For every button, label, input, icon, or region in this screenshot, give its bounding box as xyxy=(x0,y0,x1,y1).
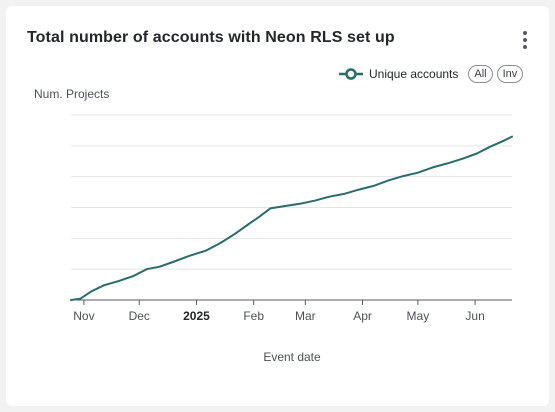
x-tick-label: Dec xyxy=(129,309,150,323)
data-point[interactable] xyxy=(309,195,321,207)
chart-plot: Nov Dec 2025 Feb Mar Apr May Jun Event date xyxy=(70,114,518,364)
data-point[interactable] xyxy=(338,188,350,200)
x-tick-label: Feb xyxy=(243,309,264,323)
x-tick-label: Apr xyxy=(353,309,372,323)
series-line-unique-accounts[interactable] xyxy=(70,135,513,301)
legend-item-unique-accounts[interactable]: Unique accounts xyxy=(339,67,458,81)
data-point[interactable] xyxy=(242,218,254,230)
data-point[interactable] xyxy=(397,170,409,182)
x-tick-label: Nov xyxy=(73,309,94,323)
invert-filter-button[interactable]: Inv xyxy=(496,65,524,83)
data-point[interactable] xyxy=(141,263,153,275)
data-point[interactable] xyxy=(264,202,276,214)
data-point[interactable] xyxy=(85,285,97,297)
all-filter-button[interactable]: All xyxy=(468,65,493,83)
data-point[interactable] xyxy=(168,255,180,267)
data-point[interactable] xyxy=(74,293,86,305)
chart-card: Total number of accounts with Neon RLS s… xyxy=(6,6,549,406)
data-point[interactable] xyxy=(412,167,424,179)
data-point[interactable] xyxy=(229,228,241,240)
chart-title: Total number of accounts with Neon RLS s… xyxy=(27,29,395,46)
data-point[interactable] xyxy=(484,141,496,153)
x-tick-label: 2025 xyxy=(183,309,210,323)
data-point[interactable] xyxy=(456,153,468,165)
data-point[interactable] xyxy=(368,180,380,192)
y-axis-label: Num. Projects xyxy=(34,87,110,101)
x-tick-label: May xyxy=(407,309,430,323)
x-axis-label: Event date xyxy=(263,350,321,364)
x-tick-label: Mar xyxy=(295,309,316,323)
grid-lines xyxy=(71,114,512,270)
data-point[interactable] xyxy=(253,211,265,223)
data-point[interactable] xyxy=(214,237,226,249)
data-point[interactable] xyxy=(441,157,453,169)
x-axis xyxy=(71,299,512,305)
chart-legend: Unique accounts All Inv xyxy=(339,65,524,83)
data-point[interactable] xyxy=(294,198,306,210)
data-point[interactable] xyxy=(353,184,365,196)
data-point[interactable] xyxy=(279,200,291,212)
data-point[interactable] xyxy=(113,275,125,287)
data-point[interactable] xyxy=(506,131,518,143)
legend-line-marker-icon xyxy=(339,68,363,80)
x-tick-labels: Nov Dec 2025 Feb Mar Apr May Jun xyxy=(73,309,485,323)
data-point[interactable] xyxy=(382,174,394,186)
data-point[interactable] xyxy=(128,270,140,282)
data-point[interactable] xyxy=(323,191,335,203)
data-point[interactable] xyxy=(154,261,166,273)
legend-label: Unique accounts xyxy=(369,67,459,81)
kebab-menu-icon[interactable] xyxy=(518,31,532,49)
series-layer xyxy=(70,131,518,305)
data-point[interactable] xyxy=(98,279,110,291)
x-tick-label: Jun xyxy=(465,309,484,323)
data-point[interactable] xyxy=(200,245,212,257)
data-point[interactable] xyxy=(427,161,439,173)
data-point[interactable] xyxy=(471,148,483,160)
data-point[interactable] xyxy=(183,250,195,262)
